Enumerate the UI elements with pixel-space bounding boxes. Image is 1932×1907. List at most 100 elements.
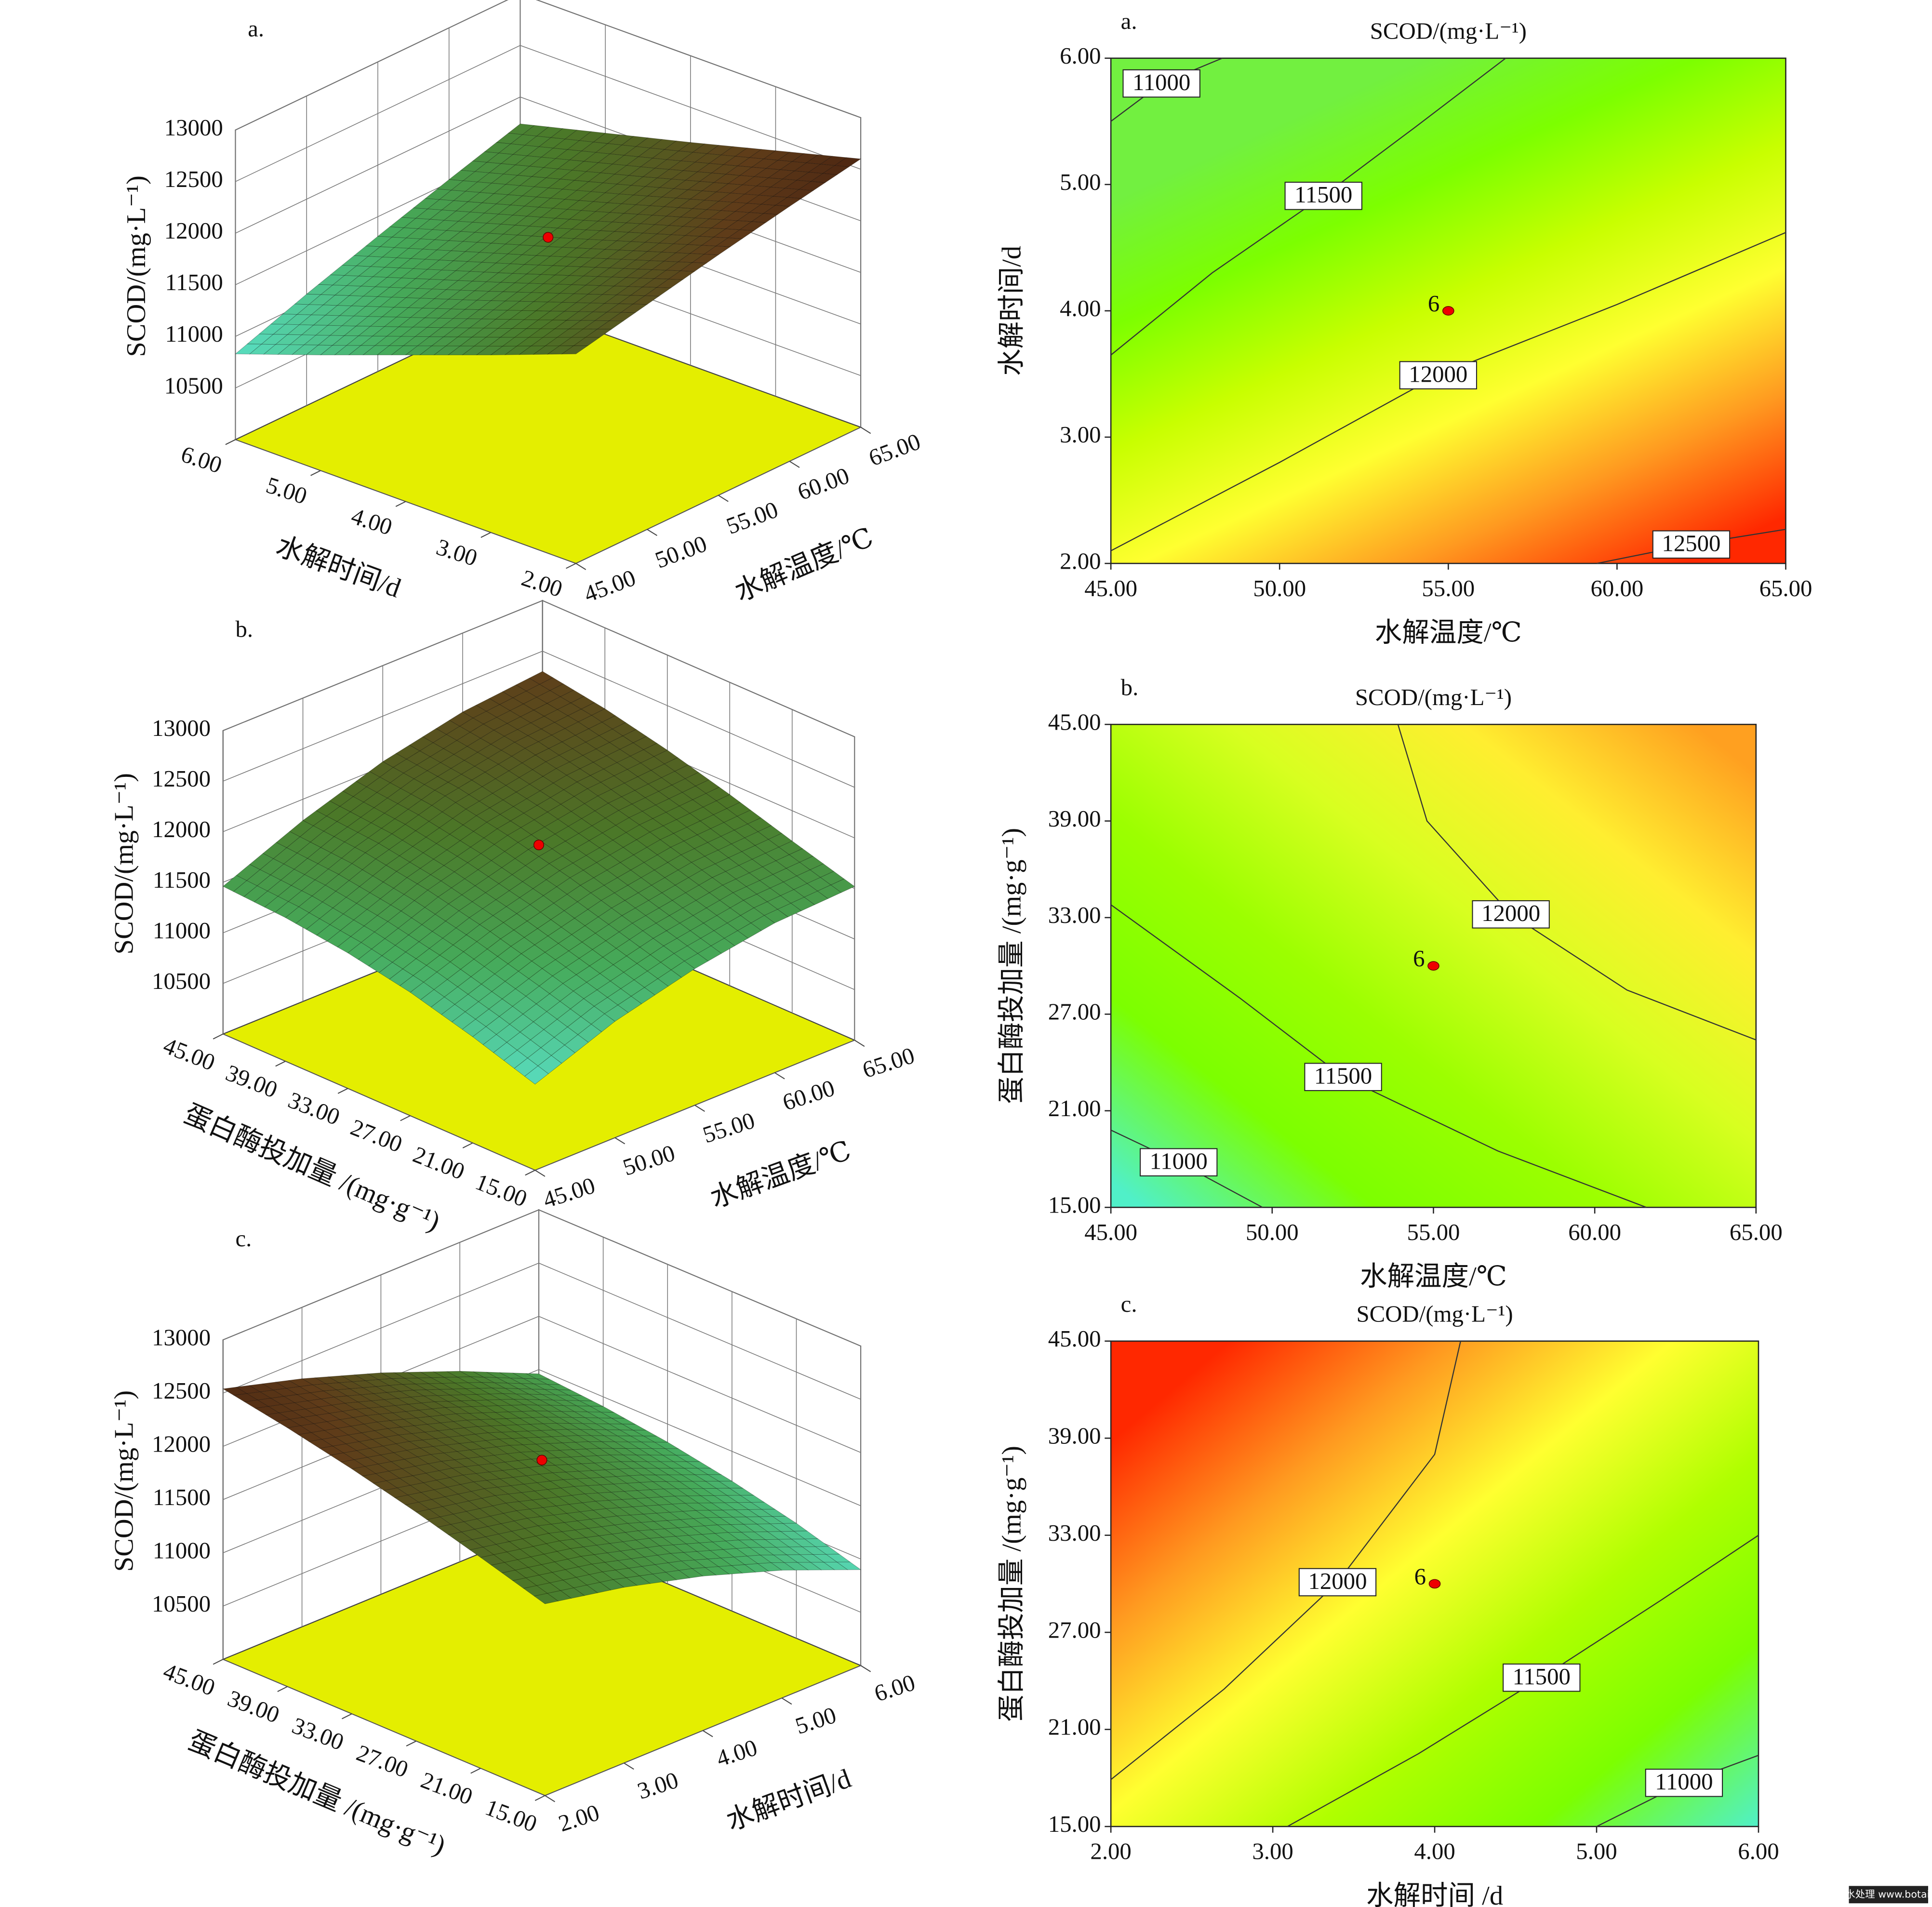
surface-patch bbox=[551, 1044, 575, 1064]
surface-patch bbox=[481, 1382, 506, 1389]
contour-label-box bbox=[1304, 1063, 1382, 1091]
y-tick bbox=[342, 1713, 352, 1720]
surface-patch bbox=[444, 1494, 470, 1504]
surface-patch bbox=[619, 1507, 644, 1516]
surface-patch bbox=[511, 1528, 536, 1539]
surface-patch bbox=[443, 740, 468, 755]
x-tick-label: 50.00 bbox=[1246, 1219, 1299, 1245]
surface-patch bbox=[360, 1393, 386, 1401]
surface-patch bbox=[503, 1393, 527, 1400]
surface-patch bbox=[519, 769, 544, 785]
surface-patch bbox=[487, 750, 512, 765]
surface-patch bbox=[519, 888, 544, 905]
surface-patch bbox=[415, 1509, 441, 1520]
y-tick-label: 39.00 bbox=[1048, 1422, 1101, 1449]
x-tick bbox=[860, 427, 871, 434]
surface-patch bbox=[488, 224, 516, 235]
surface-patch bbox=[483, 828, 508, 845]
surface-patch bbox=[613, 223, 641, 233]
surface-patch bbox=[533, 1011, 558, 1030]
surface-patch bbox=[830, 879, 855, 893]
surface-patch bbox=[697, 946, 722, 961]
surface-patch bbox=[546, 1590, 572, 1601]
surface-patch bbox=[543, 158, 571, 169]
surface-patch bbox=[626, 762, 652, 777]
surface-patch bbox=[673, 180, 701, 190]
surface-patch bbox=[607, 988, 632, 1005]
surface-patch bbox=[362, 345, 390, 356]
surface-patch bbox=[373, 798, 399, 814]
surface-patch bbox=[322, 1389, 348, 1398]
surface-patch bbox=[678, 199, 705, 209]
surface-patch bbox=[296, 841, 321, 859]
surface-patch bbox=[505, 1418, 531, 1426]
surface-patch bbox=[321, 1437, 347, 1447]
y-tick bbox=[534, 1795, 546, 1801]
surface-patch bbox=[383, 871, 408, 889]
surface-patch bbox=[725, 1540, 750, 1549]
surface-patch bbox=[527, 1516, 552, 1526]
surface-patch bbox=[559, 863, 584, 878]
surface-patch bbox=[420, 229, 447, 240]
y-tick-label: 5.00 bbox=[1060, 169, 1101, 195]
y-tick bbox=[470, 1768, 481, 1774]
surface-patch bbox=[296, 1392, 322, 1401]
surface-patch bbox=[595, 1500, 620, 1509]
surface-patch bbox=[406, 868, 431, 884]
surface-patch bbox=[552, 311, 579, 320]
surface-patch bbox=[510, 813, 535, 828]
surface-patch bbox=[649, 826, 674, 840]
surface-patch bbox=[762, 205, 790, 215]
surface-patch bbox=[501, 1570, 527, 1581]
surface-patch bbox=[365, 236, 393, 247]
surface-patch bbox=[560, 990, 585, 1010]
surface-patch bbox=[691, 1567, 717, 1576]
surface-patch bbox=[548, 741, 573, 756]
surface-patch bbox=[660, 953, 685, 971]
surface-patch bbox=[485, 1439, 511, 1447]
surface-patch bbox=[469, 1547, 494, 1558]
surface-patch bbox=[514, 274, 542, 284]
surface-patch bbox=[684, 953, 709, 969]
surface-patch bbox=[791, 1538, 816, 1547]
surface-patch bbox=[465, 1465, 490, 1474]
center-point bbox=[1427, 961, 1439, 971]
surface-patch bbox=[536, 690, 561, 704]
surface-patch bbox=[315, 325, 343, 336]
surface-cell bbox=[524, 1404, 668, 1442]
surface-patch bbox=[655, 915, 680, 931]
surface-patch bbox=[270, 314, 298, 325]
contour-label-box bbox=[1298, 1568, 1377, 1597]
surface-patch bbox=[725, 165, 753, 176]
y-tick bbox=[310, 470, 321, 476]
surface-patch bbox=[449, 825, 474, 841]
x-tick-label: 55.00 bbox=[1407, 1219, 1460, 1245]
surface-patch bbox=[803, 891, 828, 905]
surface-patch bbox=[736, 212, 764, 222]
center-point bbox=[536, 1454, 547, 1466]
surface-patch bbox=[378, 962, 403, 980]
surface-patch bbox=[696, 1550, 722, 1560]
surface-patch bbox=[464, 752, 489, 767]
surface-patch bbox=[742, 176, 769, 187]
surface-patch bbox=[493, 243, 520, 254]
surface-cell bbox=[306, 236, 464, 298]
surface-patch bbox=[491, 234, 518, 244]
surface-patch bbox=[686, 821, 711, 835]
surface-patch bbox=[622, 729, 647, 743]
surface-patch bbox=[482, 1544, 507, 1555]
surface-patch bbox=[603, 762, 628, 776]
surface-patch bbox=[609, 1424, 633, 1430]
surface-cell bbox=[573, 1481, 719, 1531]
surface-patch bbox=[550, 789, 575, 805]
surface-patch bbox=[608, 796, 633, 811]
surface-patch bbox=[322, 891, 347, 908]
surface-cell bbox=[405, 300, 563, 356]
surface-patch bbox=[442, 1503, 467, 1515]
surface-patch bbox=[732, 1517, 758, 1525]
surface-patch bbox=[695, 892, 720, 908]
panel-label: c. bbox=[236, 1225, 252, 1252]
surface-patch bbox=[505, 1388, 530, 1395]
x-tick bbox=[647, 529, 657, 536]
surface-patch bbox=[817, 884, 842, 899]
